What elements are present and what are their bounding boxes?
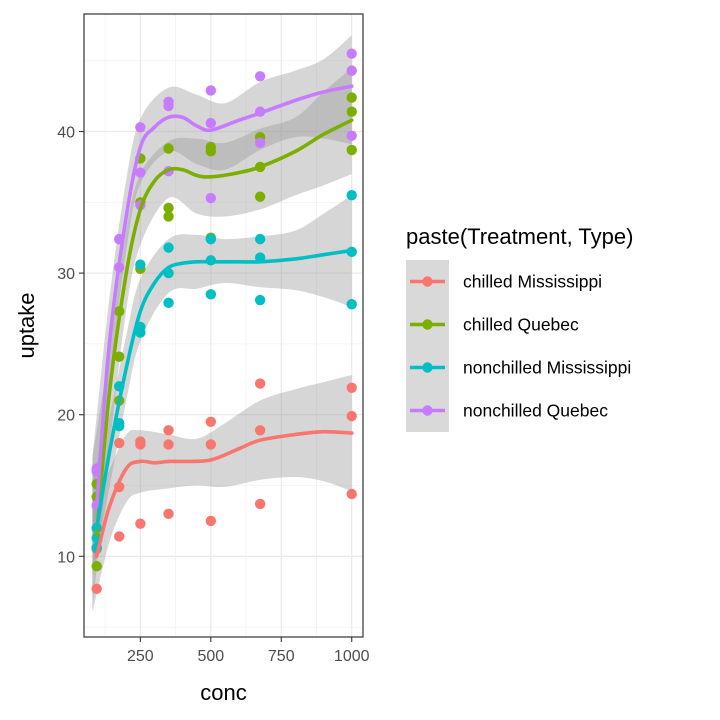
data-point-nonchilled-quebec [205,117,217,129]
data-point-nonchilled-mississippi [254,294,266,306]
data-point-chilled-mississippi [346,410,357,422]
data-point-chilled-quebec [205,141,217,153]
data-point-chilled-quebec [91,561,102,572]
data-point-nonchilled-mississippi [205,289,217,300]
data-point-chilled-quebec [163,143,174,154]
legend-label: chilled Mississippi [463,272,602,292]
y-tick-label: 30 [57,266,75,283]
legend-items: chilled Mississippi chilled Quebec nonchil… [410,272,631,421]
smooth-line-nonchilled-mississippi [94,248,354,530]
data-point-chilled-mississippi [205,515,217,527]
data-point-nonchilled-quebec [346,65,357,76]
data-point-chilled-mississippi [163,439,174,450]
data-point-chilled-mississippi [205,416,217,427]
y-tick-label: 40 [57,125,75,142]
legend-title: paste(Treatment, Type) [406,224,633,249]
smooth-line-chilled-quebec [94,118,354,537]
confidence-band-nonchilled-mississippi [92,195,352,578]
data-point-chilled-mississippi [163,425,174,436]
smooth-lines [94,84,354,559]
legend-label: nonchilled Quebec [463,401,608,421]
smooth-line-nonchilled-quebec [94,84,354,509]
data-point-chilled-mississippi [254,378,266,389]
x-tick-label: 1000 [334,648,370,665]
y-axis-title: uptake [14,292,39,358]
legend-label: chilled Quebec [463,315,579,335]
data-point-chilled-mississippi [114,437,125,449]
confidence-band-chilled-quebec [92,67,352,609]
legend-key-point [422,276,433,287]
data-point-nonchilled-mississippi [163,297,174,309]
data-point-chilled-quebec [114,351,125,362]
data-point-nonchilled-mississippi [205,233,217,245]
data-point-chilled-quebec [346,144,357,156]
smooth-line-chilled-mississippi [94,429,354,559]
data-point-nonchilled-quebec [346,130,357,141]
data-point-chilled-mississippi [254,425,266,436]
data-point-nonchilled-mississippi [254,233,266,245]
legend-key-point [422,319,433,330]
data-point-nonchilled-mississippi [135,259,146,270]
data-point-nonchilled-quebec [346,48,357,59]
data-point-chilled-mississippi [135,518,146,529]
data-point-nonchilled-quebec [135,122,146,133]
data-point-nonchilled-quebec [205,192,217,204]
data-point-chilled-mississippi [205,439,217,450]
data-point-nonchilled-quebec [135,167,146,178]
data-point-nonchilled-mississippi [163,242,174,253]
legend-item-chilled-quebec: chilled Quebec [410,315,579,335]
data-point-nonchilled-mississippi [346,190,357,201]
data-point-chilled-quebec [346,106,357,117]
data-point-nonchilled-quebec [254,71,266,82]
legend-label: nonchilled Mississippi [463,358,631,378]
x-tick-label: 750 [268,648,295,665]
data-point-chilled-mississippi [346,488,357,500]
data-point-nonchilled-quebec [205,85,217,96]
data-point-chilled-quebec [254,191,266,202]
legend-keys-background [406,260,449,432]
y-tick-label: 20 [57,408,75,425]
legend-item-nonchilled-mississippi: nonchilled Mississippi [410,358,631,378]
x-axis: 250 500 750 1000 [127,637,370,665]
legend-item-chilled-mississippi: chilled Mississippi [410,272,602,292]
data-point-nonchilled-quebec [163,100,174,112]
confidence-band-nonchilled-quebec [92,35,352,557]
legend: paste(Treatment, Type) chilled Mississip… [406,224,633,432]
y-axis: 10 20 30 40 [57,125,84,566]
legend-key-point [422,405,433,416]
plot-panel [83,13,364,638]
data-point-chilled-mississippi [114,531,125,542]
data-point-chilled-mississippi [91,583,102,595]
data-point-nonchilled-mississippi [346,299,357,310]
data-point-chilled-mississippi [346,382,357,393]
data-point-chilled-mississippi [163,508,174,520]
x-tick-label: 500 [197,648,224,665]
legend-item-nonchilled-quebec: nonchilled Quebec [410,401,608,421]
data-point-chilled-quebec [163,202,174,214]
data-point-chilled-quebec [346,92,357,103]
y-tick-label: 10 [57,549,75,566]
panel-border [83,13,364,638]
data-point-nonchilled-quebec [254,137,266,149]
legend-key-point [422,362,433,373]
data-point-chilled-mississippi [135,436,146,447]
x-tick-label: 250 [127,648,154,665]
data-point-chilled-mississippi [254,498,266,510]
x-axis-title: conc [200,680,246,705]
data-point-chilled-quebec [163,211,174,222]
